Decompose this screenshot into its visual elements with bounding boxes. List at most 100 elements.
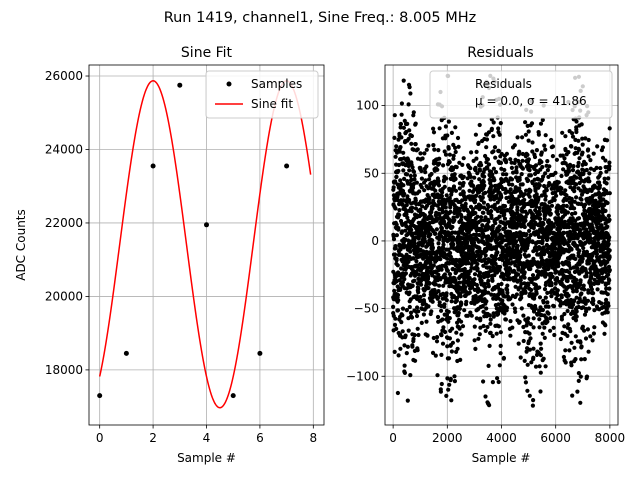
residual-point [545,159,550,164]
residual-point [448,376,453,382]
residual-point [479,163,484,168]
residual-point [500,257,505,262]
residual-point [502,216,508,221]
residual-point [560,130,565,135]
residual-point [565,278,570,284]
residual-point [551,325,556,330]
residual-point [548,211,553,216]
residual-point [474,282,479,288]
residual-point [405,215,410,220]
residual-point [412,241,417,246]
residual-point [522,197,527,202]
residual-point [487,343,492,348]
residual-point [426,274,431,279]
residual-point [407,304,412,310]
residual-point [440,190,445,195]
residual-point [431,263,436,268]
residual-point [484,145,489,150]
residual-point [416,236,421,241]
sine-fit-y-tick-label: 22000 [45,216,83,230]
residual-point [479,278,484,283]
residual-point [487,265,492,270]
residual-point [525,152,530,157]
residual-point [591,298,596,303]
residual-point [394,174,399,179]
residual-point [607,268,612,273]
residual-point [537,364,542,369]
residual-point [419,168,424,174]
sine-fit-legend-box [205,70,319,119]
residual-point [408,297,413,302]
residual-point [476,140,481,145]
residual-point [463,201,468,206]
residual-point [562,311,567,317]
residual-point [413,198,418,203]
residual-point [412,173,417,178]
legend-sine-fit-label: Sine fit [251,97,293,111]
residual-point [432,287,437,293]
residual-point [529,360,534,365]
residual-point [486,284,491,289]
residual-point [581,283,586,288]
residuals-x-tick-label: 6000 [540,431,571,445]
residual-point [520,158,525,163]
residual-point [558,226,563,231]
residual-point [490,334,495,339]
residual-point [605,224,610,229]
residual-point [533,245,538,250]
residual-point [607,164,612,169]
residual-point [565,333,570,338]
residual-point [427,200,432,205]
residual-point [401,125,406,130]
residual-point [537,325,542,330]
residual-point [466,271,471,277]
residual-point [479,218,484,223]
residual-point [415,326,420,331]
residual-point [561,167,566,172]
residual-point [473,132,478,137]
residual-point [529,287,534,293]
residual-point [437,212,442,217]
residual-point [497,268,502,273]
residual-point [520,135,525,140]
residual-point [459,332,464,337]
residual-point [436,148,441,153]
residual-point [452,217,457,223]
residual-point [570,284,575,289]
residuals-y-tick-label: −50 [354,302,379,316]
residual-point [468,174,473,179]
residual-point [457,306,462,311]
residual-point [471,158,476,163]
residual-point [602,202,607,208]
residual-point [440,210,445,215]
residual-point [514,170,519,175]
residual-point [481,205,487,210]
residual-point [530,140,535,145]
residual-point [422,151,427,156]
residual-point [456,310,461,316]
residual-point [501,172,506,177]
residual-point [459,319,464,324]
residual-point [414,259,419,264]
residual-point [430,241,435,246]
residual-point [418,294,423,300]
residual-point [472,175,477,180]
sine-fit-y-tick-label: 24000 [45,142,83,156]
residual-point [527,228,532,233]
residual-point [449,299,454,304]
residual-point [430,245,435,250]
residual-point [484,137,490,142]
residual-point [450,224,455,230]
residual-point [600,155,606,160]
residual-point [476,336,481,341]
residual-point [534,291,539,296]
residual-point [457,280,462,285]
residuals-ticks: 0 2000 4000 6000 8000 −100 −50 0 50 100 [346,99,625,445]
residual-point [582,312,588,317]
residual-point [525,388,530,393]
residual-point [553,170,558,175]
residual-point [426,265,431,270]
sample-point [150,163,156,169]
residual-point [451,153,456,158]
residual-point [491,314,496,319]
